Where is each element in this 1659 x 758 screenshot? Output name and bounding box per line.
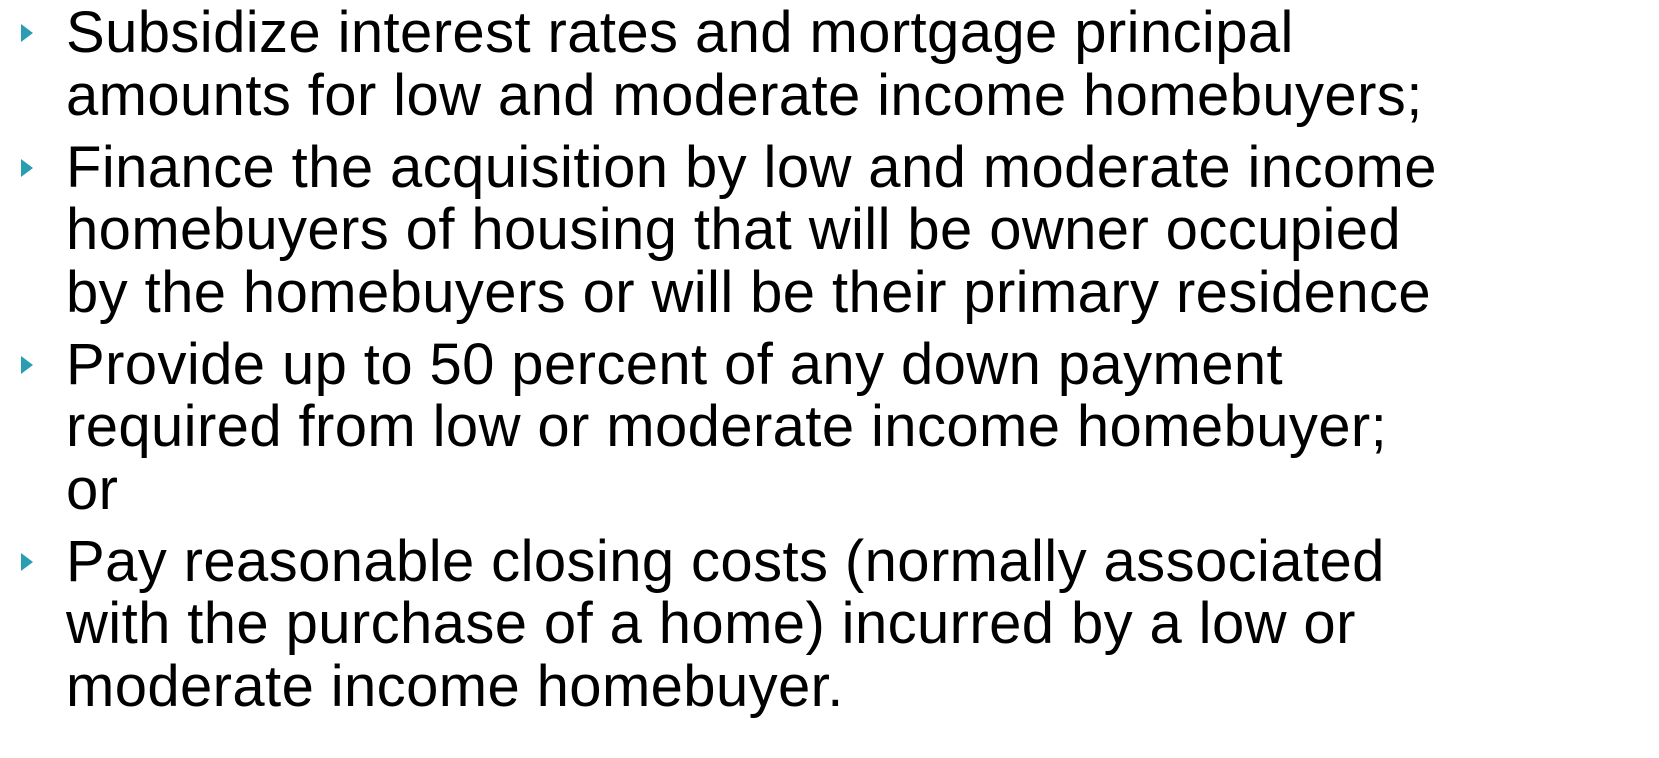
bullet-text: homebuyers of housing that will be owner… bbox=[66, 197, 1402, 262]
bullet-marker bbox=[21, 24, 33, 42]
bullet-item: Subsidize interest rates and mortgage pr… bbox=[0, 0, 1659, 128]
bullet-text: with the purchase of a home) incurred by… bbox=[66, 591, 1356, 656]
bullet-text: or bbox=[66, 456, 119, 522]
bullet-text: Finance the acquisition by low and moder… bbox=[66, 134, 1437, 200]
triangle bbox=[21, 24, 33, 42]
bullet-marker bbox=[21, 355, 33, 374]
bullet-text: Pay reasonable closing costs (normally a… bbox=[66, 528, 1385, 594]
bullet-marker bbox=[21, 552, 33, 571]
bullet-item: Finance the acquisition by low and moder… bbox=[0, 134, 1659, 325]
bullet-text: amounts for low and moderate income home… bbox=[66, 62, 1423, 128]
bullet-item: Provide up to 50 percent of any down pay… bbox=[0, 331, 1659, 522]
bullet-text: by the homebuyers or will be their prima… bbox=[66, 259, 1432, 325]
triangle bbox=[21, 158, 33, 177]
bullet-marker bbox=[21, 158, 33, 177]
triangle bbox=[21, 552, 33, 571]
bullet-text: Provide up to 50 percent of any down pay… bbox=[66, 331, 1284, 397]
bullet-text: required from low or moderate income hom… bbox=[66, 394, 1388, 459]
bullet-text: moderate income homebuyer. bbox=[66, 653, 844, 719]
bullet-item: Pay reasonable closing costs (normally a… bbox=[0, 528, 1659, 719]
bullet-text: Subsidize interest rates and mortgage pr… bbox=[66, 0, 1294, 65]
triangle bbox=[21, 355, 33, 374]
